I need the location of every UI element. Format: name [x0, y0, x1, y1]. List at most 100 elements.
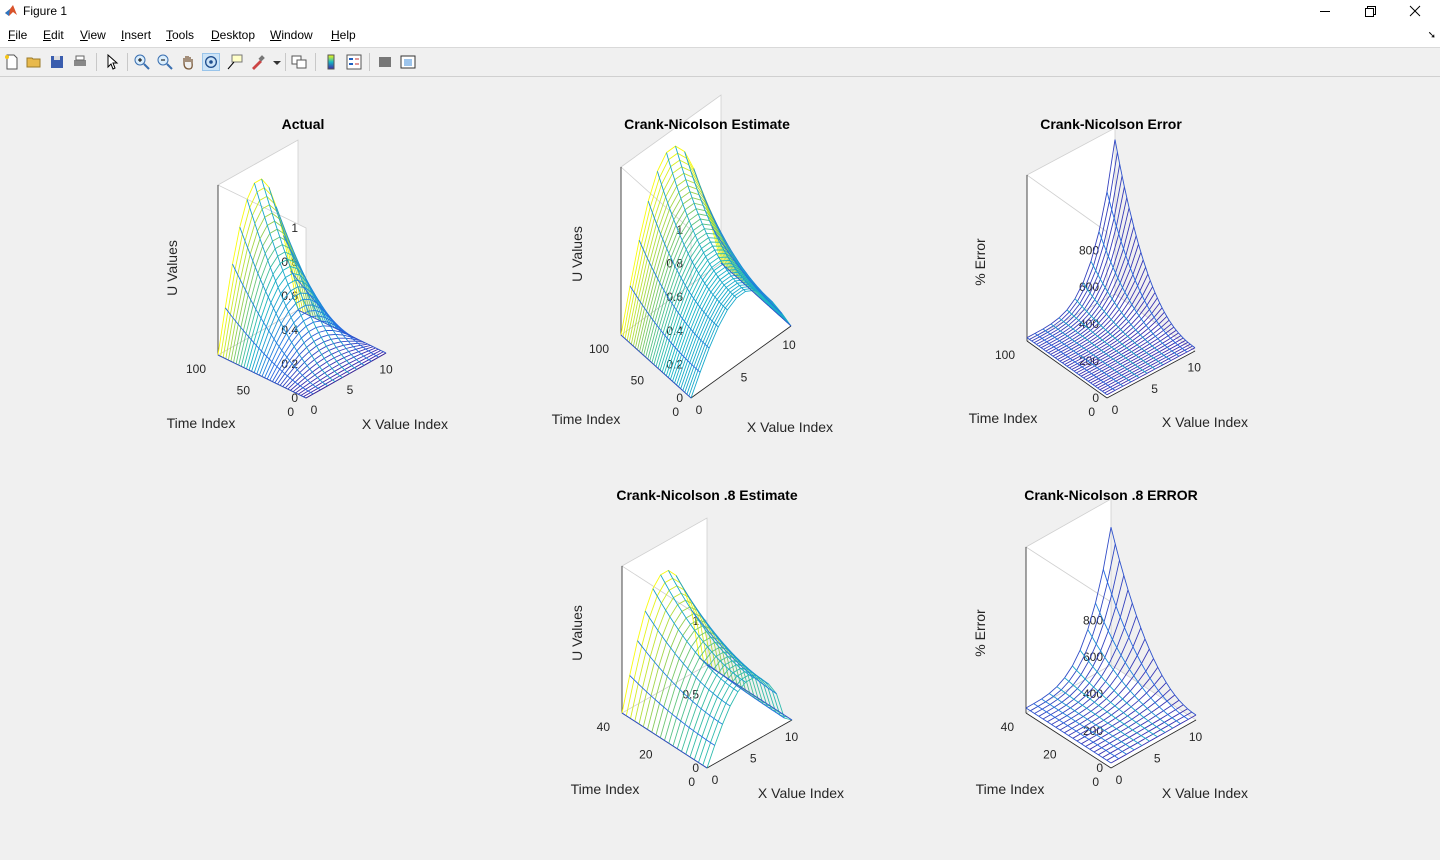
rotate-3d-icon[interactable] — [202, 53, 220, 71]
menu-edit[interactable]: Edit — [43, 28, 64, 42]
mesh-line-x — [1095, 602, 1181, 725]
x-axis-line — [1110, 719, 1197, 769]
mesh-line-time — [1033, 175, 1123, 344]
mesh-line-x — [1064, 677, 1150, 742]
brush-dropdown-icon[interactable] — [268, 53, 286, 71]
y-tick-label: 40 — [597, 720, 611, 734]
y-tick-label: 100 — [589, 342, 609, 356]
toolbar-separator — [96, 53, 97, 71]
mesh-line-time — [1057, 267, 1147, 360]
window-title: Figure 1 — [23, 4, 68, 18]
mesh-line-time — [305, 352, 387, 399]
new-figure-icon[interactable] — [3, 53, 21, 71]
z-axis-label: U Values — [569, 226, 585, 282]
menu-tools[interactable]: Tools — [166, 28, 195, 42]
z-tick-label: 800 — [1079, 243, 1099, 257]
mesh-line-time — [220, 187, 302, 357]
dock-arrow-icon[interactable]: ➘ — [1427, 30, 1436, 41]
y-tick-label: 0 — [1092, 775, 1099, 789]
legend-icon[interactable] — [345, 53, 363, 71]
edit-plot-icon[interactable] — [103, 53, 121, 71]
mesh-line-x — [1102, 569, 1189, 720]
menu-desktop-rest: esktop — [219, 28, 256, 42]
toolbar-separator — [369, 53, 370, 71]
mesh-line-time — [1097, 339, 1186, 389]
show-plot-tools-icon[interactable] — [399, 53, 417, 71]
menu-desktop[interactable]: Desktop — [211, 28, 256, 42]
x-axis-label: X Value Index — [758, 785, 844, 801]
colorbar-icon[interactable] — [322, 53, 340, 71]
mesh-line-time — [1043, 217, 1132, 350]
print-icon[interactable] — [71, 53, 89, 71]
mesh-line-time — [702, 674, 788, 766]
subplot-title: Crank-Nicolson Estimate — [624, 116, 790, 132]
mesh-line-x — [620, 334, 692, 399]
mesh-line-x — [1082, 282, 1164, 366]
mesh-line-time — [1064, 648, 1150, 734]
mesh-line-time — [300, 350, 382, 396]
mesh-line-time — [647, 613, 733, 730]
z-tick-label: 400 — [1083, 687, 1103, 701]
mesh-line-time — [698, 671, 784, 763]
y-axis-label: Time Index — [976, 781, 1045, 797]
menu-window[interactable]: Window — [270, 28, 313, 42]
close-button[interactable] — [1392, 0, 1438, 24]
save-icon[interactable] — [48, 53, 66, 71]
toolbar-separator — [285, 53, 286, 71]
restore-button[interactable] — [1347, 0, 1393, 24]
mesh-line-time — [1030, 544, 1116, 712]
zoom-out-icon[interactable] — [156, 53, 174, 71]
mesh-line-x — [683, 588, 770, 685]
hide-plot-tools-icon[interactable] — [376, 53, 394, 71]
mesh-line-time — [1042, 589, 1129, 720]
mesh-line-time — [693, 667, 780, 760]
minimize-button[interactable] — [1302, 0, 1348, 24]
link-plot-icon[interactable] — [290, 53, 308, 71]
y-axis-line — [1026, 340, 1108, 399]
mesh-line-x — [268, 187, 358, 370]
menu-file[interactable]: File — [8, 28, 28, 42]
x-tick-label: 10 — [379, 363, 393, 377]
menu-view[interactable]: View — [80, 28, 106, 42]
y-axis-label: Time Index — [552, 411, 621, 427]
x-tick-label: 10 — [785, 730, 799, 744]
mesh-line-time — [1092, 335, 1182, 385]
mesh-line-time — [1051, 615, 1137, 725]
pan-icon[interactable] — [179, 53, 197, 71]
menu-insert[interactable]: Insert — [121, 28, 152, 42]
mesh-line-time — [1087, 329, 1177, 382]
mesh-line-x — [1114, 139, 1196, 349]
mesh-line-x — [684, 151, 755, 291]
mesh-line-time — [238, 244, 320, 366]
mesh-line-time — [1083, 323, 1172, 379]
mesh-line-x — [675, 145, 746, 292]
mesh-line-time — [1047, 603, 1133, 723]
mesh-line-time — [1040, 207, 1130, 349]
mesh-line-time — [233, 228, 314, 363]
brush-icon[interactable] — [249, 53, 267, 71]
x-axis-label: X Value Index — [1162, 785, 1248, 801]
mesh-line-x — [232, 263, 321, 391]
mesh-line-x — [1048, 693, 1135, 751]
y-tick-label: 20 — [639, 748, 653, 762]
x-tick-label: 5 — [347, 383, 354, 397]
z-tick-label: 0 — [676, 391, 683, 405]
z-tick-label: 0 — [692, 761, 699, 775]
mesh-line-time — [1055, 627, 1142, 728]
menu-help[interactable]: Help — [331, 28, 356, 42]
mesh-line-x — [246, 199, 336, 382]
mesh-line-time — [1029, 152, 1118, 340]
mesh-line-time — [1062, 280, 1151, 364]
mesh-line-x — [668, 570, 754, 679]
open-file-icon[interactable] — [25, 53, 43, 71]
mesh-line-x — [1056, 686, 1143, 746]
mesh-line-time — [292, 346, 374, 393]
zoom-in-icon[interactable] — [133, 53, 151, 71]
data-cursor-icon[interactable] — [226, 53, 244, 71]
